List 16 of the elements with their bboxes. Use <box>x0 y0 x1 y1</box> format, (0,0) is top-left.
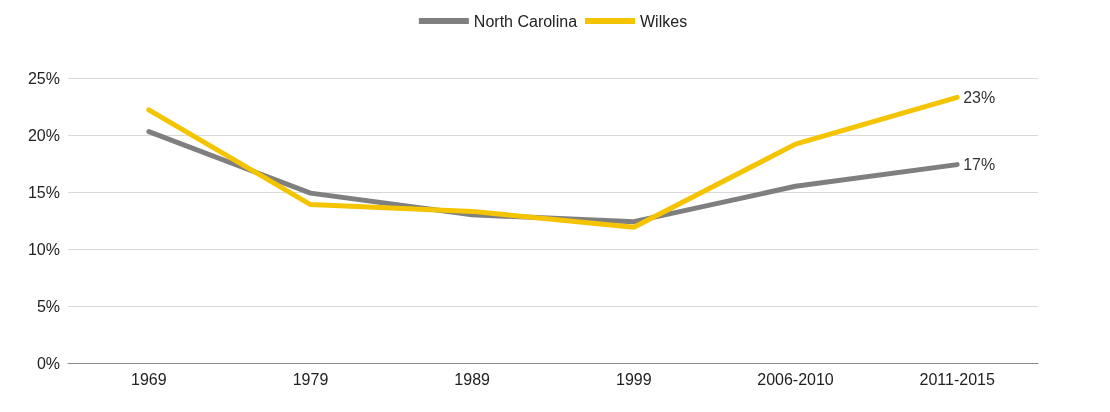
y-tick-label: 15% <box>27 183 60 201</box>
x-tick-label: 1969 <box>131 370 167 388</box>
legend-label: North Carolina <box>473 12 578 30</box>
y-tick-label: 25% <box>27 69 60 87</box>
legend-label: Wilkes <box>640 12 688 30</box>
y-tick-label: 5% <box>36 297 60 315</box>
x-tick-label: 1989 <box>454 370 491 388</box>
data-label: 23% <box>963 88 996 106</box>
x-tick-label: 1979 <box>292 370 329 388</box>
y-tick-label: 20% <box>27 126 60 144</box>
y-tick-label: 10% <box>27 240 60 258</box>
data-label: 17% <box>963 156 996 174</box>
x-tick-label: 1999 <box>616 370 652 388</box>
x-tick-label: 2011-2015 <box>919 370 995 388</box>
x-tick-label: 2006-2010 <box>757 370 834 388</box>
y-tick-label: 0% <box>36 354 60 372</box>
